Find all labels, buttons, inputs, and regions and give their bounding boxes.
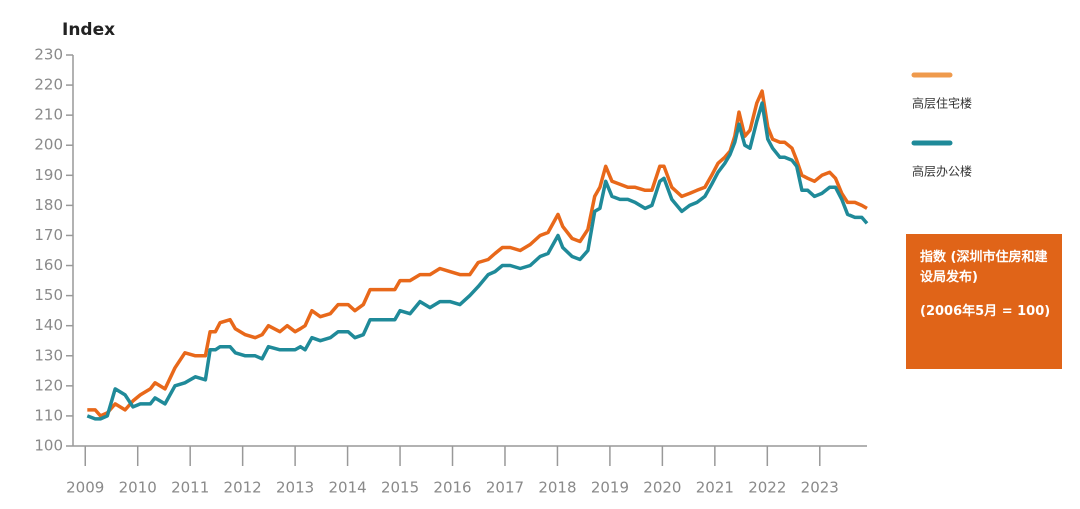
x-tick-label: 2017 — [486, 479, 524, 497]
x-tick-label: 2022 — [748, 479, 786, 497]
y-tick-label: 120 — [34, 376, 63, 394]
x-tick-label: 2013 — [276, 479, 314, 497]
x-tick-label: 2018 — [538, 479, 576, 497]
x-tick-label: 2009 — [66, 479, 104, 497]
x-tick-label: 2011 — [171, 479, 209, 497]
y-tick-label: 100 — [34, 437, 63, 455]
note-text: (2006年5月 = 100) — [920, 304, 1051, 319]
x-tick-label: 2021 — [696, 479, 734, 497]
x-tick-label: 2023 — [801, 479, 839, 497]
note-text: 指数 (深圳市住房和建设局发布) — [920, 250, 1048, 285]
x-tick-label: 2014 — [328, 479, 366, 497]
y-tick-label: 190 — [34, 166, 63, 184]
y-tick-label: 110 — [34, 406, 63, 424]
y-tick-label: 230 — [34, 46, 63, 64]
series-line — [87, 89, 868, 418]
x-tick-label: 2015 — [381, 479, 419, 497]
x-tick-label: 2010 — [119, 479, 157, 497]
x-tick-label: 2020 — [643, 479, 681, 497]
note-box: 指数 (深圳市住房和建设局发布) (2006年5月 = 100) — [906, 234, 1062, 369]
y-tick-label: 160 — [34, 256, 63, 274]
legend-label: 高层办公楼 — [912, 164, 972, 179]
x-tick-label: 2016 — [433, 479, 471, 497]
y-axis-title: Index — [62, 20, 115, 40]
legend-label: 高层住宅楼 — [912, 96, 972, 111]
x-tick-label: 2019 — [591, 479, 629, 497]
y-tick-label: 200 — [34, 136, 63, 154]
x-tick-label: 2012 — [224, 479, 262, 497]
y-tick-label: 220 — [34, 76, 63, 94]
y-tick-label: 140 — [34, 316, 63, 334]
y-tick-label: 180 — [34, 196, 63, 214]
y-tick-label: 170 — [34, 226, 63, 244]
y-tick-label: 210 — [34, 106, 63, 124]
y-tick-label: 130 — [34, 346, 63, 364]
series-line — [86, 101, 869, 421]
y-tick-label: 150 — [34, 286, 63, 304]
